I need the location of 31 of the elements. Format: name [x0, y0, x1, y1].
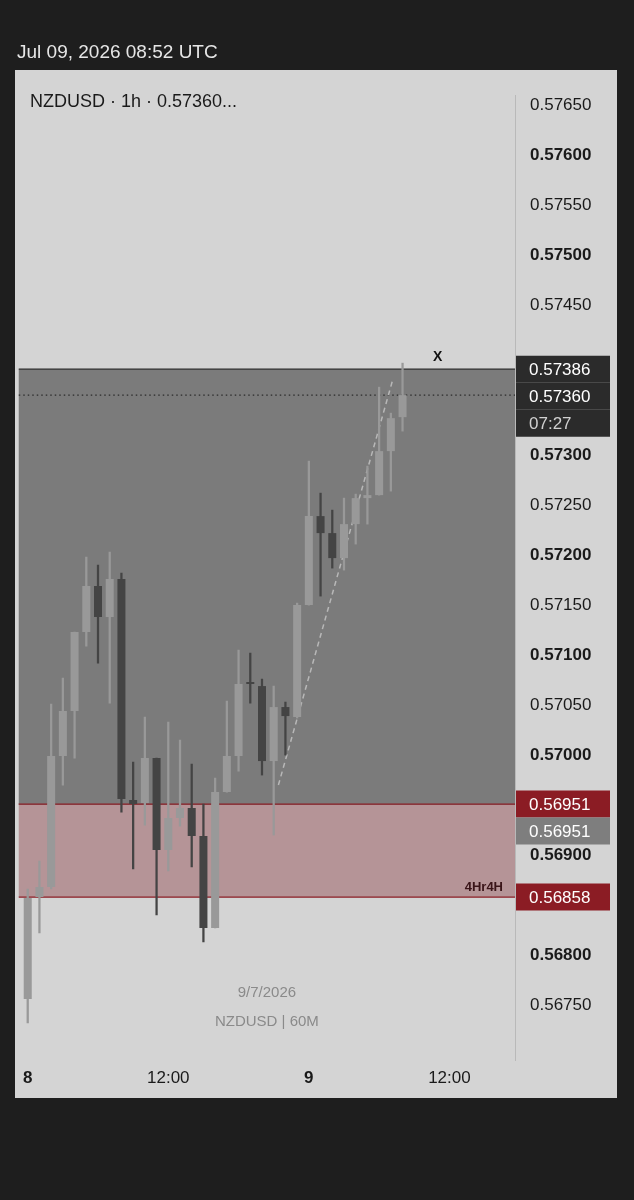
ref-line-label: 0.56951 [529, 821, 591, 841]
y-tick-label: 0.57300 [530, 444, 592, 464]
y-tick-label: 0.57500 [530, 244, 592, 264]
y-tick-label: 0.57150 [530, 594, 592, 614]
band-label: 4Hr4H [464, 879, 503, 895]
y-tick-label: 0.57450 [530, 294, 592, 314]
ref-line-label: 0.57360 [529, 386, 591, 406]
annotation: 9/7/2026 [237, 983, 297, 1001]
y-tick-label: 0.57250 [530, 494, 592, 514]
y-tick-label: 0.57000 [530, 744, 592, 764]
y-tick-label: 0.56900 [530, 844, 592, 864]
annotation: X [433, 348, 444, 364]
chart-subtitle: Jul 09, 2026 08:52 UTC [17, 40, 218, 64]
ref-line-label: 0.57386 [529, 359, 591, 379]
x-tick-label: 12:00 [428, 1067, 471, 1087]
annotation: NZDUSD | 60M [214, 1012, 319, 1030]
ref-line-label: 0.56951 [529, 794, 591, 814]
x-tick-label: 12:00 [147, 1067, 190, 1087]
y-tick-label: 0.57200 [530, 544, 592, 564]
y-tick-label: 0.57600 [530, 144, 592, 164]
chart-title: NZDUSD · 1h · 0.57360... [30, 90, 238, 112]
y-tick-label: 0.56750 [530, 994, 592, 1014]
y-tick-label: 0.57100 [530, 644, 592, 664]
y-tick-label: 0.57550 [530, 194, 592, 214]
x-tick-label: 9 [304, 1067, 314, 1087]
ref-line-label: 0.56858 [529, 887, 591, 907]
y-tick-label: 0.57650 [530, 94, 592, 114]
y-tick-label: 0.57050 [530, 694, 592, 714]
text: 07:27 [529, 413, 572, 433]
x-tick-label: 8 [22, 1067, 33, 1087]
y-tick-label: 0.56800 [530, 944, 592, 964]
